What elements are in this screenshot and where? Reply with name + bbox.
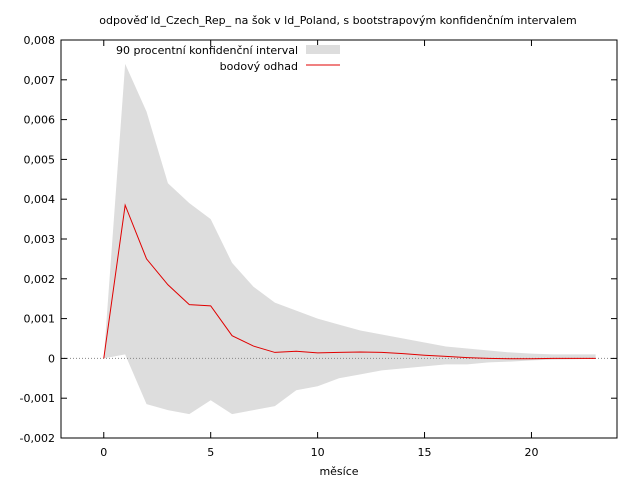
plot-area xyxy=(61,63,617,415)
x-tick-label: 0 xyxy=(100,446,107,459)
y-tick-label: 0,003 xyxy=(24,233,56,246)
legend-swatch-band xyxy=(306,45,340,54)
y-tick-label: 0,008 xyxy=(24,34,56,47)
y-tick-label: 0,007 xyxy=(24,74,56,87)
y-tick-label: 0,005 xyxy=(24,153,56,166)
x-tick-label: 5 xyxy=(207,446,214,459)
x-axis-label: měsíce xyxy=(319,465,358,478)
x-tick-label: 20 xyxy=(524,446,538,459)
x-tick-label: 10 xyxy=(311,446,325,459)
confidence-band xyxy=(103,63,596,415)
point-estimate-line xyxy=(103,203,596,360)
x-tick-label: 15 xyxy=(418,446,432,459)
chart-title: odpověď ld_Czech_Rep_ na šok v ld_Poland… xyxy=(99,14,576,27)
legend: 90 procentní konfidenční interval bodový … xyxy=(116,44,340,73)
y-tick-label: -0,002 xyxy=(20,432,55,445)
y-tick-label: 0,002 xyxy=(24,273,56,286)
y-tick-label: 0,006 xyxy=(24,114,56,127)
y-tick-label: 0 xyxy=(48,352,55,365)
legend-label-line: bodový odhad xyxy=(220,60,298,73)
y-tick-label: -0,001 xyxy=(20,392,55,405)
y-tick-label: 0,004 xyxy=(24,193,56,206)
legend-label-band: 90 procentní konfidenční interval xyxy=(116,44,298,57)
y-tick-label: 0,001 xyxy=(24,313,56,326)
axes: -0,002 -0,001 0 0,001 0,002 0,003 0,004 0,005 0,… xyxy=(20,34,617,459)
